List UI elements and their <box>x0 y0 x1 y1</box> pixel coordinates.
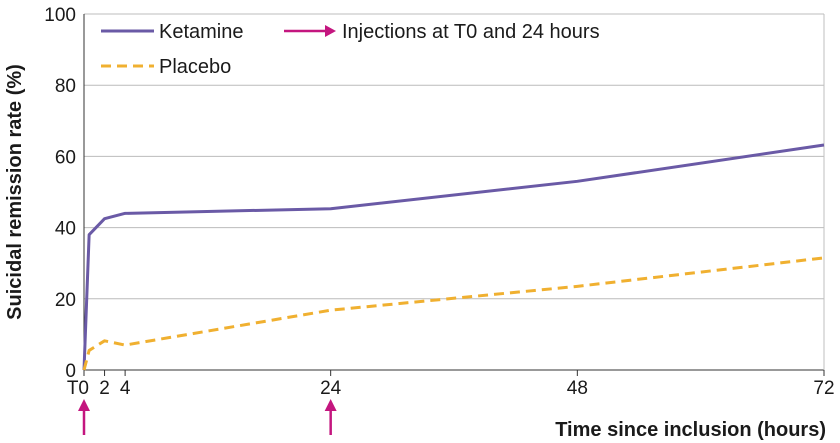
series-line-ketamine <box>82 143 825 371</box>
legend-label-ketamine: Ketamine <box>159 21 244 43</box>
legend: Ketamine Placebo Injections at T0 and 24… <box>101 21 600 78</box>
series <box>82 143 825 371</box>
injection-arrow <box>78 399 90 435</box>
x-tick-label: 24 <box>320 378 342 399</box>
legend-label-injections: Injections at T0 and 24 hours <box>342 21 600 43</box>
injection-arrows <box>78 399 337 435</box>
series-line-placebo <box>82 256 825 371</box>
y-tick-label: 100 <box>44 5 76 26</box>
y-tick-label: 60 <box>55 147 76 168</box>
x-tick-label: 72 <box>813 378 834 399</box>
y-tick-label: 40 <box>55 219 76 240</box>
y-tick-label: 20 <box>55 290 76 311</box>
tick-labels: 0 20 40 60 80 100 T0 2 4 24 48 72 <box>44 5 834 399</box>
y-tick-label: 0 <box>65 361 76 382</box>
x-tick-label: T0 <box>67 378 89 399</box>
x-axis-title: Time since inclusion (hours) <box>555 419 826 441</box>
y-tick-label: 80 <box>55 76 76 97</box>
legend-arrow-injections <box>284 25 336 37</box>
x-tick-label: 2 <box>99 378 110 399</box>
injection-arrow <box>324 399 337 435</box>
x-tick-label: 48 <box>567 378 588 399</box>
grid <box>84 13 824 300</box>
y-axis-title: Suicidal remission rate (%) <box>4 64 26 320</box>
axes <box>83 14 825 371</box>
legend-label-placebo: Placebo <box>159 56 231 78</box>
x-tick-label: 4 <box>120 378 131 399</box>
